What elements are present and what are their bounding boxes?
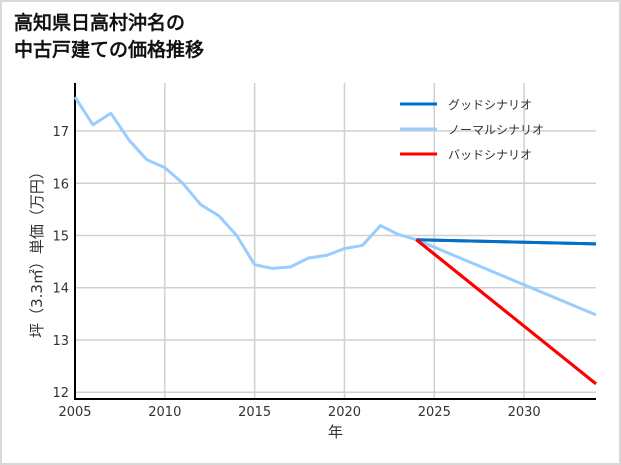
legend-label: グッドシナリオ <box>448 98 532 112</box>
series-line-0-overlay <box>416 238 597 246</box>
x-tick-label: 2005 <box>58 405 91 420</box>
y-tick-label: 14 <box>52 282 69 297</box>
legend-label: ノーマルシナリオ <box>448 123 544 137</box>
legend-label: バッドシナリオ <box>448 148 532 162</box>
chart-title-line-1: 高知県日高村沖名の <box>14 12 186 34</box>
x-tick-label: 2015 <box>238 405 271 420</box>
y-tick-label: 15 <box>52 230 69 245</box>
x-axis-label: 年 <box>328 423 343 441</box>
series-line-1 <box>73 96 597 317</box>
y-tick-label: 12 <box>52 386 69 401</box>
y-tick-label: 13 <box>52 334 69 349</box>
y-tick-label: 17 <box>52 125 69 140</box>
chart-title-line-2: 中古戸建ての価格推移 <box>14 39 205 61</box>
x-tick-label: 2020 <box>328 405 361 420</box>
chart-title: 高知県日高村沖名の 中古戸建ての価格推移 <box>14 10 204 64</box>
x-tick-label: 2010 <box>148 405 181 420</box>
series-line-2-overlay <box>415 238 597 386</box>
x-tick-label: 2025 <box>418 405 451 420</box>
y-tick-label: 16 <box>52 177 69 192</box>
y-axis-label: 坪（3.3㎡）単価（万円） <box>28 164 46 338</box>
x-tick-label: 2030 <box>508 405 541 420</box>
